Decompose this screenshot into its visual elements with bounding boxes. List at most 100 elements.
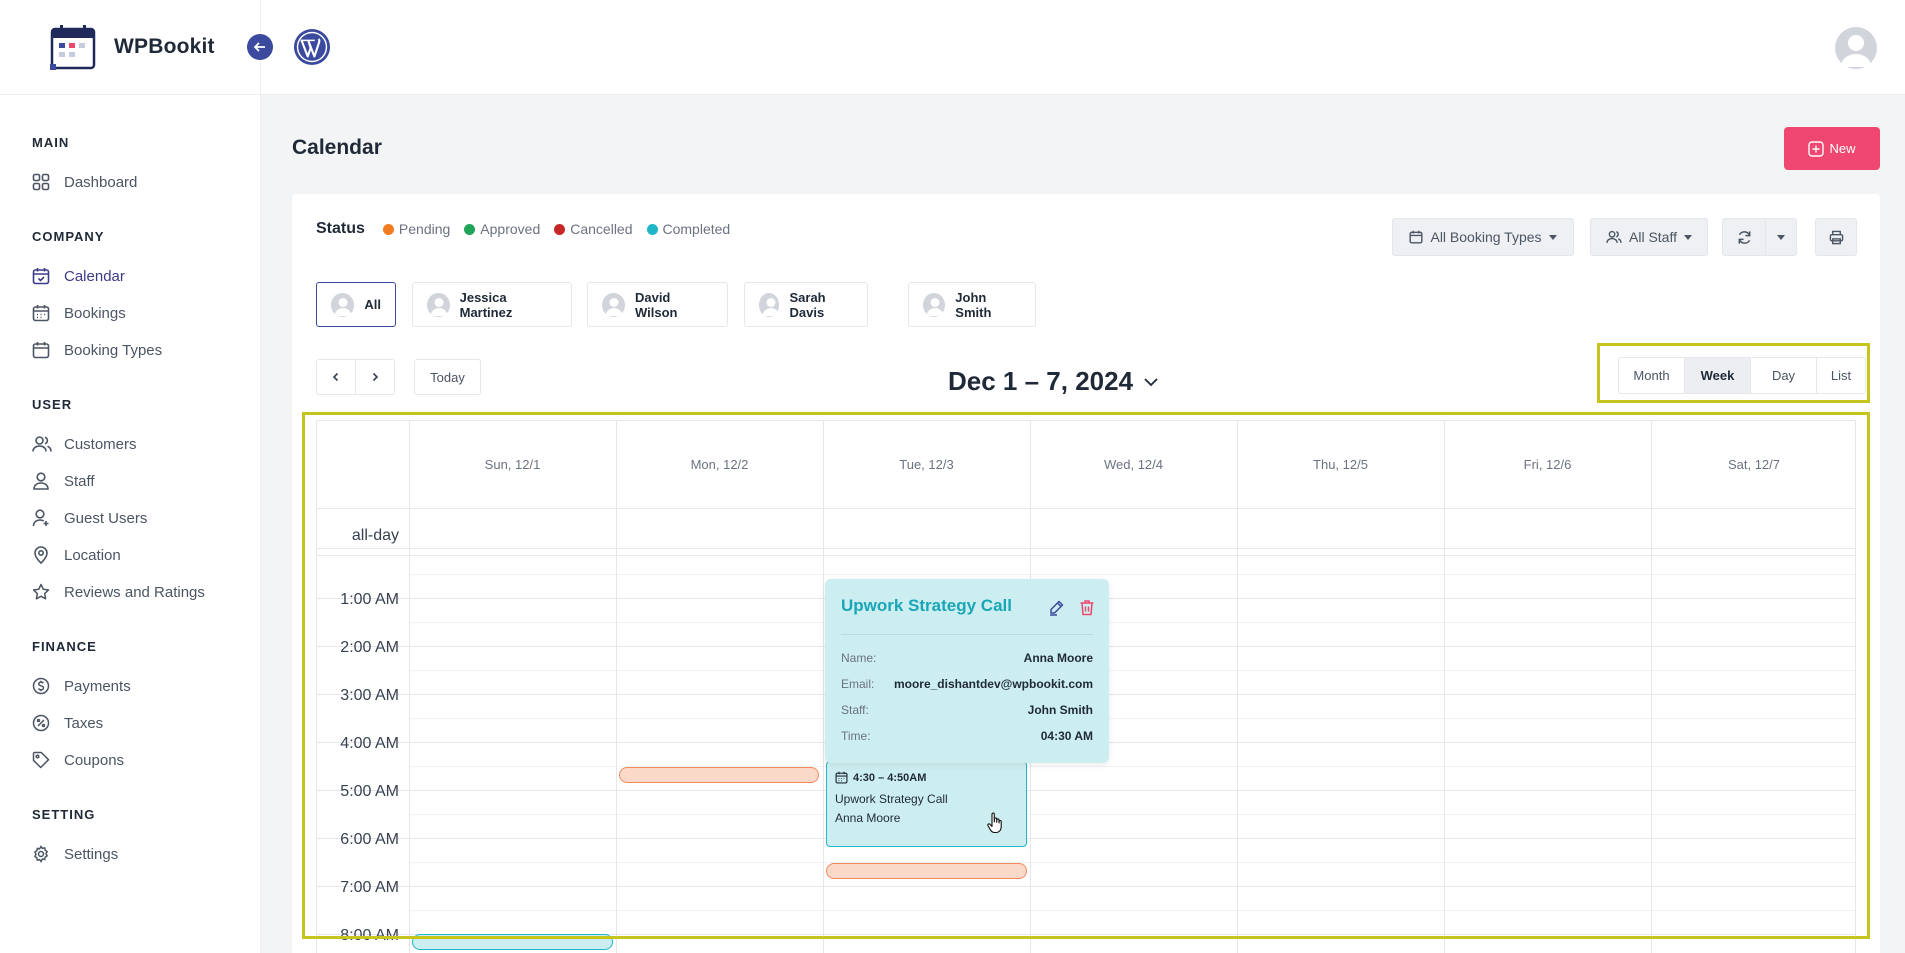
sidebar-item-customers[interactable]: Customers [32, 426, 260, 463]
sidebar-item-settings[interactable]: Settings [32, 836, 260, 873]
grid-line [616, 421, 617, 953]
sidebar-item-reviews-and-ratings[interactable]: Reviews and Ratings [32, 574, 260, 611]
view-switcher-highlight [1597, 343, 1870, 403]
grid-line [317, 934, 1855, 935]
refresh-options-dropdown[interactable] [1765, 218, 1797, 256]
user-avatar-icon [334, 297, 352, 316]
collapse-sidebar-button[interactable] [247, 34, 273, 60]
staff-dropdown[interactable]: All Staff [1590, 218, 1708, 256]
legend-completed: Completed [646, 221, 730, 237]
sidebar-item-location[interactable]: Location [32, 537, 260, 574]
brand-name: WPBookit [114, 35, 215, 58]
sidebar-item-bookings[interactable]: Bookings [32, 295, 260, 332]
edit-icon[interactable] [1048, 599, 1065, 616]
time-label: 1:00 AM [340, 591, 399, 608]
staff-tab-david-wilson[interactable]: David Wilson [587, 282, 728, 327]
legend-label: Pending [398, 221, 451, 237]
sidebar-item-label: Booking Types [64, 342, 163, 359]
event-title: Upwork Strategy Call [835, 792, 948, 806]
event-time-label: 4:30 – 4:50AM [853, 771, 927, 784]
users-icon [32, 435, 52, 455]
sidebar: WPBookit MAIN Dashboard COMPANY Calendar… [0, 0, 261, 953]
sidebar-item-calendar[interactable]: Calendar [32, 258, 260, 295]
sidebar-item-dashboard[interactable]: Dashboard [32, 164, 260, 201]
staff-filter-label: All Staff [1629, 229, 1677, 245]
sidebar-item-label: Coupons [64, 752, 125, 769]
users-icon [1606, 230, 1622, 243]
guest-user-icon [32, 508, 52, 529]
staff-tab-sarah-davis[interactable]: Sarah Davis [744, 282, 868, 327]
grid-line [317, 886, 1855, 887]
sidebar-item-label: Staff [64, 473, 95, 490]
staff-tab-jessica-martinez[interactable]: Jessica Martinez [412, 282, 572, 327]
pending-event-tue[interactable] [826, 863, 1027, 879]
page-title: Calendar [292, 136, 382, 159]
view-month-button[interactable]: Month [1619, 358, 1685, 393]
booking-event-upwork-strategy-call[interactable]: 4:30 – 4:50AM Upwork Strategy Call Anna … [826, 761, 1027, 847]
view-day-button[interactable]: Day [1751, 358, 1817, 393]
staff-tab-label: All [364, 297, 381, 312]
star-icon [32, 583, 52, 603]
sidebar-item-payments[interactable]: Payments [32, 668, 260, 705]
hand-pointer-cursor-icon [987, 812, 1002, 834]
sidebar-item-label: Settings [64, 846, 119, 863]
next-week-button[interactable] [355, 359, 395, 395]
sidebar-item-guest-users[interactable]: Guest Users [32, 500, 260, 537]
grid-line [409, 421, 410, 953]
time-label: 3:00 AM [340, 687, 399, 704]
prev-week-button[interactable] [316, 359, 356, 395]
time-label: 4:00 AM [340, 735, 399, 752]
grid-line [317, 555, 1855, 556]
calendar-check-icon [32, 267, 52, 287]
user-avatar-icon [926, 297, 944, 316]
nav-section-company: COMPANY Calendar Bookings Booking Types [32, 229, 260, 369]
completed-event-sun[interactable] [412, 934, 613, 950]
legend-label: Approved [480, 221, 541, 237]
sidebar-item-taxes[interactable]: Taxes [32, 705, 260, 742]
refresh-button[interactable] [1722, 218, 1766, 256]
time-label: 8:00 AM [340, 927, 399, 944]
calendar-card: Status Pending Approved Cancelled Comple… [292, 194, 1880, 953]
new-booking-button[interactable]: New [1784, 127, 1880, 170]
grid-line [317, 508, 1855, 509]
approved-dot [464, 223, 476, 235]
staff-tab-john-smith[interactable]: John Smith [908, 282, 1036, 327]
sidebar-item-staff[interactable]: Staff [32, 463, 260, 500]
grid-line [409, 574, 1855, 575]
day-header-fri: Fri, 12/6 [1523, 457, 1572, 472]
staff-tab-all[interactable]: All [316, 282, 396, 327]
sidebar-item-coupons[interactable]: Coupons [32, 742, 260, 779]
view-week-button[interactable]: Week [1685, 358, 1751, 393]
avatar [427, 292, 450, 317]
pending-event-mon[interactable] [619, 767, 819, 783]
wordpress-logo-icon[interactable] [293, 28, 331, 66]
user-avatar-icon [430, 297, 448, 316]
chevron-down-icon [1777, 234, 1785, 240]
user-avatar[interactable] [1835, 27, 1877, 69]
date-range-title[interactable]: Dec 1 – 7, 2024 [948, 366, 1159, 397]
trash-icon[interactable] [1079, 599, 1095, 616]
staff-tab-label: David Wilson [634, 289, 678, 320]
calendar-icon [32, 304, 52, 324]
sidebar-item-booking-types[interactable]: Booking Types [32, 332, 260, 369]
brand-logo-icon[interactable] [50, 24, 96, 70]
popover-key: Email: [841, 677, 875, 691]
popover-key: Name: [841, 651, 877, 665]
staff-tab-label: John Smith [955, 289, 992, 320]
sidebar-item-label: Customers [64, 436, 137, 453]
completed-dot [646, 223, 658, 235]
day-header-sat: Sat, 12/7 [1727, 457, 1781, 472]
today-button[interactable]: Today [414, 359, 481, 395]
booking-types-dropdown[interactable]: All Booking Types [1392, 218, 1574, 256]
popover-value: 04:30 AM [1040, 729, 1093, 743]
print-button[interactable] [1815, 218, 1857, 256]
brand: WPBookit [0, 0, 260, 95]
chevron-down-icon [1144, 377, 1158, 386]
popover-actions [1048, 599, 1095, 616]
user-icon [32, 471, 52, 492]
legend-pending: Pending [382, 221, 451, 237]
avatar [602, 292, 625, 317]
day-header-sun: Sun, 12/1 [484, 457, 541, 472]
view-list-button[interactable]: List [1817, 358, 1865, 393]
time-label: 6:00 AM [340, 831, 399, 848]
